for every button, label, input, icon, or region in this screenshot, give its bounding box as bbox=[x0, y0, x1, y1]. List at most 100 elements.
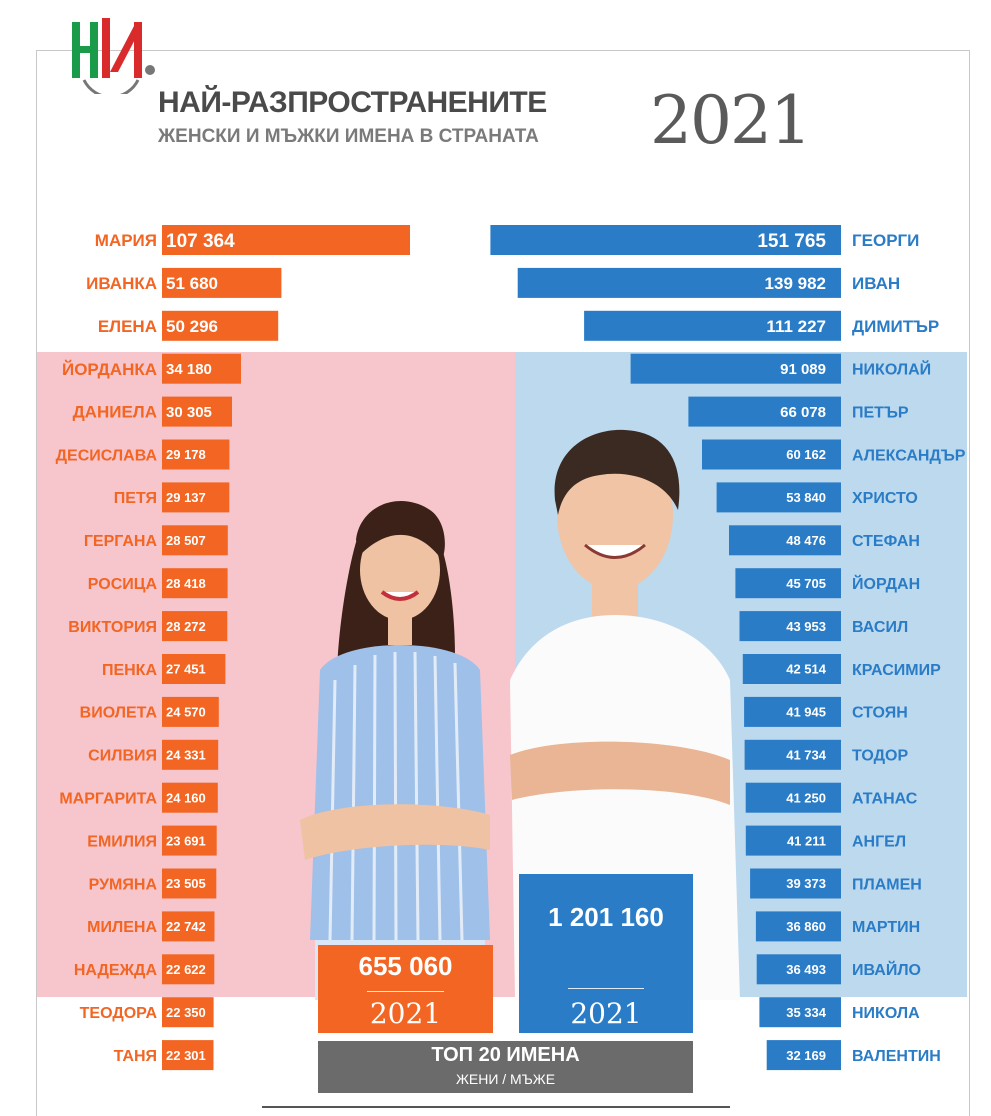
male-name-label-12: СТОЯН bbox=[852, 705, 908, 722]
female-value-label-6: 29 178 bbox=[166, 447, 206, 462]
female-total-value: 655 060 bbox=[358, 951, 453, 981]
nsi-logo-icon bbox=[72, 18, 155, 94]
female-value-label-10: 28 272 bbox=[166, 619, 206, 634]
male-value-label-8: 48 476 bbox=[786, 533, 826, 548]
female-name-label-10: ВИКТОРИЯ bbox=[68, 619, 157, 636]
male-bar-13 bbox=[744, 739, 841, 770]
male-bar-5 bbox=[688, 396, 841, 427]
female-name-label-20: ТАНЯ bbox=[114, 1048, 157, 1065]
female-bar-17 bbox=[162, 911, 215, 942]
male-value-label-5: 66 078 bbox=[780, 404, 826, 421]
female-bar-2 bbox=[162, 267, 282, 298]
male-bar-2 bbox=[517, 267, 841, 298]
male-value-label-15: 41 211 bbox=[787, 833, 826, 848]
female-name-label-12: ВИОЛЕТА bbox=[80, 705, 158, 722]
male-name-label-17: МАРТИН bbox=[852, 919, 920, 936]
male-value-label-10: 43 953 bbox=[786, 619, 826, 634]
male-name-label-16: ПЛАМЕН bbox=[852, 876, 922, 893]
female-bar-10 bbox=[162, 611, 228, 642]
male-name-label-5: ПЕТЪР bbox=[852, 404, 909, 421]
female-value-label-4: 34 180 bbox=[166, 361, 212, 378]
male-bar-18 bbox=[756, 954, 841, 985]
female-name-label-9: РОСИЦА bbox=[88, 576, 158, 593]
male-name-label-14: АТАНАС bbox=[852, 790, 918, 807]
female-name-label-11: ПЕНКА bbox=[102, 662, 157, 679]
female-name-label-16: РУМЯНА bbox=[89, 876, 158, 893]
female-value-label-1: 107 364 bbox=[166, 231, 235, 252]
female-bar-15 bbox=[162, 825, 217, 856]
male-value-label-9: 45 705 bbox=[786, 576, 826, 591]
top20-subtitle: ЖЕНИ / МЪЖЕ bbox=[455, 1071, 556, 1087]
female-value-label-7: 29 137 bbox=[166, 490, 206, 505]
female-bar-6 bbox=[162, 439, 230, 470]
female-value-label-14: 24 160 bbox=[166, 790, 206, 805]
female-value-label-2: 51 680 bbox=[166, 274, 218, 293]
male-bar-11 bbox=[742, 654, 841, 684]
male-value-label-13: 41 734 bbox=[786, 747, 827, 762]
female-value-label-5: 30 305 bbox=[166, 404, 212, 421]
male-bar-20 bbox=[766, 1040, 841, 1071]
female-bar-11 bbox=[162, 654, 226, 684]
female-name-label-6: ДЕСИСЛАВА bbox=[56, 447, 158, 464]
male-value-label-11: 42 514 bbox=[786, 662, 827, 677]
male-value-label-19: 35 334 bbox=[786, 1005, 827, 1020]
female-value-label-9: 28 418 bbox=[166, 576, 206, 591]
female-total-divider bbox=[367, 991, 444, 992]
female-name-label-15: ЕМИЛИЯ bbox=[87, 833, 157, 850]
female-name-label-7: ПЕТЯ bbox=[114, 490, 157, 507]
male-name-label-1: ГЕОРГИ bbox=[852, 231, 919, 250]
female-bar-9 bbox=[162, 568, 228, 599]
female-name-label-18: НАДЕЖДА bbox=[74, 962, 158, 979]
male-bar-10 bbox=[739, 611, 841, 642]
male-name-label-10: ВАСИЛ bbox=[852, 619, 908, 636]
female-value-label-16: 23 505 bbox=[166, 876, 206, 891]
female-name-label-13: СИЛВИЯ bbox=[88, 748, 157, 765]
male-total-box: 1 201 160 2021 bbox=[519, 874, 693, 1033]
female-bar-16 bbox=[162, 868, 217, 899]
male-name-label-3: ДИМИТЪР bbox=[852, 317, 939, 336]
male-bar-12 bbox=[744, 696, 841, 727]
female-value-label-12: 24 570 bbox=[166, 705, 206, 720]
male-name-label-7: ХРИСТО bbox=[852, 490, 918, 507]
female-bar-13 bbox=[162, 739, 219, 770]
male-bar-9 bbox=[735, 568, 841, 599]
female-bar-4 bbox=[162, 353, 241, 384]
male-bar-19 bbox=[759, 997, 841, 1028]
female-name-label-1: МАРИЯ bbox=[95, 231, 157, 250]
female-name-label-5: ДАНИЕЛА bbox=[73, 403, 157, 422]
male-name-label-9: ЙОРДАН bbox=[852, 574, 920, 593]
male-name-label-18: ИВАЙЛО bbox=[852, 960, 921, 979]
female-total-year: 2021 bbox=[369, 997, 442, 1030]
male-name-label-15: АНГЕЛ bbox=[852, 833, 906, 850]
male-total-year: 2021 bbox=[570, 997, 642, 1030]
male-name-label-4: НИКОЛАЙ bbox=[852, 359, 931, 378]
page-frame bbox=[36, 50, 970, 1116]
female-value-label-13: 24 331 bbox=[166, 747, 206, 762]
male-value-label-18: 36 493 bbox=[786, 962, 826, 977]
female-name-label-14: МАРГАРИТА bbox=[59, 790, 157, 807]
male-value-label-16: 39 373 bbox=[786, 876, 826, 891]
male-name-label-8: СТЕФАН bbox=[852, 533, 920, 550]
male-value-label-2: 139 982 bbox=[765, 274, 826, 293]
female-value-label-20: 22 301 bbox=[166, 1048, 206, 1063]
female-bar-5 bbox=[162, 396, 232, 427]
male-bar-16 bbox=[750, 868, 841, 899]
female-bar-7 bbox=[162, 482, 230, 513]
male-value-label-7: 53 840 bbox=[786, 490, 826, 505]
male-bar-7 bbox=[716, 482, 841, 513]
female-total-box: 655 060 2021 bbox=[318, 945, 493, 1033]
female-value-label-15: 23 691 bbox=[166, 833, 206, 848]
female-bar-14 bbox=[162, 782, 218, 813]
male-bar-6 bbox=[702, 439, 841, 470]
female-name-label-17: МИЛЕНА bbox=[87, 919, 157, 936]
female-value-label-11: 27 451 bbox=[166, 662, 206, 677]
male-bar-14 bbox=[745, 782, 841, 813]
female-value-label-8: 28 507 bbox=[166, 533, 206, 548]
top20-title: ТОП 20 ИМЕНА bbox=[431, 1044, 580, 1066]
male-value-label-14: 41 250 bbox=[786, 790, 826, 805]
male-value-label-17: 36 860 bbox=[786, 919, 826, 934]
male-value-label-12: 41 945 bbox=[786, 705, 826, 720]
male-bar-4 bbox=[630, 353, 841, 384]
male-name-label-2: ИВАН bbox=[852, 274, 900, 293]
